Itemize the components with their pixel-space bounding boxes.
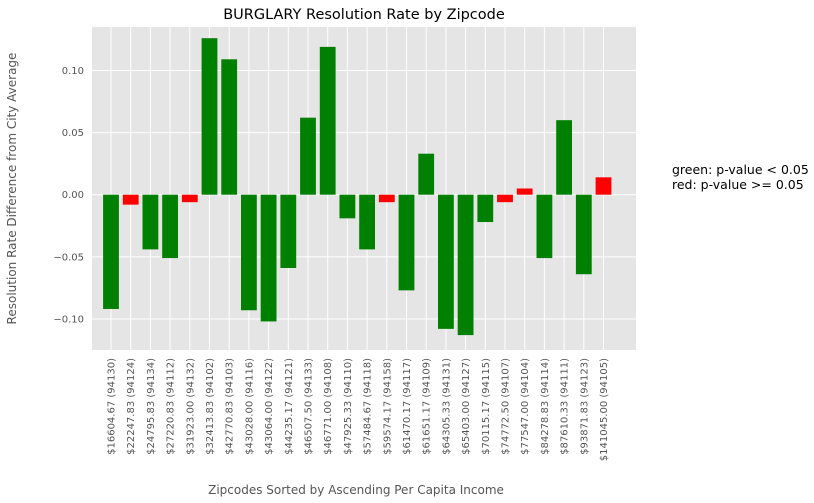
bar [241,194,257,311]
y-axis-ticks: −0.10 −0.05 0.00 0.05 0.10 [53,66,84,325]
x-tick-label: $31923.00 (94132) [185,358,196,455]
y-tick-label: −0.10 [53,314,84,325]
bar [260,194,277,322]
bar [457,194,474,336]
significance-note-red: red: p-value >= 0.05 [672,177,804,192]
x-tick-label: $32413.83 (94102) [205,358,216,455]
x-tick-label: $59574.17 (94158) [382,358,393,455]
y-tick-label: −0.05 [53,252,84,263]
x-tick-label: $61470.17 (94117) [402,358,413,455]
x-tick-label: $43028.00 (94116) [244,358,255,455]
x-tick-label: $22247.83 (94124) [126,358,137,455]
x-tick-label: $43064.00 (94122) [264,358,275,455]
x-tick-label: $16604.67 (94130) [107,358,118,455]
x-tick-label: $77547.00 (94104) [520,358,531,455]
bar [103,194,119,310]
bar [142,194,159,250]
x-axis-label: Zipcodes Sorted by Ascending Per Capita … [208,483,504,497]
x-tick-label: $46507.50 (94133) [304,358,315,455]
x-tick-label: $87610.33 (94111) [560,358,571,455]
bar [319,46,336,195]
x-tick-label: $84278.83 (94114) [540,358,551,455]
bar [516,188,533,195]
x-tick-label: $61651.17 (94109) [422,358,433,455]
bars [103,38,612,336]
x-tick-label: $74772.50 (94107) [501,358,512,455]
y-axis-label: Resolution Rate Difference from City Ave… [5,53,19,325]
bar [575,194,592,275]
x-tick-label: $44235.17 (94121) [284,358,295,455]
bar [280,194,297,269]
plot-area [92,27,636,350]
x-tick-label: $141045.00 (94105) [599,358,610,461]
bar [300,117,316,195]
x-tick-label: $70115.17 (94115) [481,358,492,455]
y-tick-label: 0.05 [62,128,84,139]
y-tick-label: 0.10 [62,66,84,77]
bar [477,194,494,223]
x-tick-label: $64305.33 (94131) [441,358,452,455]
significance-note: green: p-value < 0.05 red: p-value >= 0.… [672,162,809,192]
x-tick-label: $46771.00 (94108) [323,358,334,455]
bar [201,38,218,195]
bar [536,194,553,259]
bar [221,59,238,195]
significance-note-green: green: p-value < 0.05 [672,162,809,177]
bar [556,120,572,195]
bar [122,194,139,205]
bar [497,194,513,203]
x-tick-label: $57484.67 (94118) [363,358,374,455]
bar [339,194,356,219]
x-tick-label: $93871.83 (94123) [579,358,590,455]
bar [438,194,454,329]
x-tick-label: $24795.83 (94134) [146,358,157,455]
bar [418,153,435,195]
x-tick-label: $65403.00 (94127) [461,358,472,455]
y-tick-label: 0.00 [62,190,84,201]
x-tick-label: $42770.83 (94103) [225,358,236,455]
bar [162,194,178,259]
x-axis-ticks: $16604.67 (94130) $22247.83 (94124) $24795… [107,358,611,461]
chart-title: BURGLARY Resolution Rate by Zipcode [223,7,505,23]
bar [181,194,198,203]
bar [595,177,612,195]
x-tick-label: $47925.33 (94110) [343,358,354,455]
bar [378,194,395,203]
bar [359,194,375,250]
bar [398,194,415,291]
x-tick-label: $27220.83 (94112) [166,358,177,455]
